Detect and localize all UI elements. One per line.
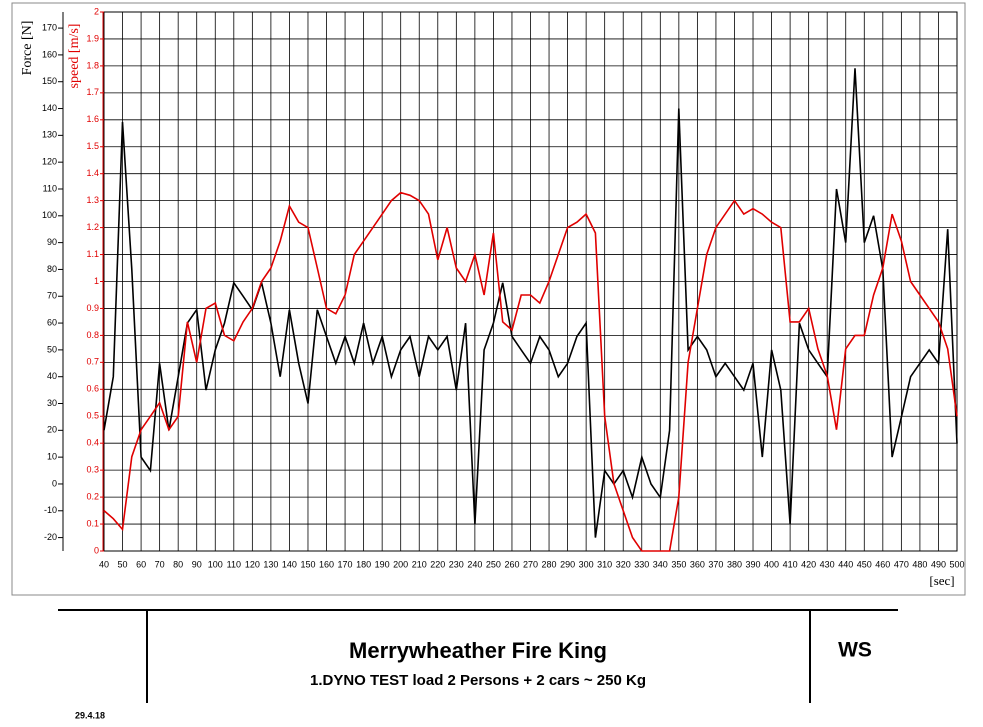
y-tick-label: -10 bbox=[44, 505, 57, 515]
x-tick-label: 440 bbox=[838, 559, 853, 569]
chart-frame bbox=[11, 2, 966, 596]
x-tick-label: 180 bbox=[356, 559, 371, 569]
y-tick-label: 90 bbox=[47, 237, 57, 247]
x-tick-label: 320 bbox=[616, 559, 631, 569]
y2-tick-label: 1.2 bbox=[86, 222, 99, 232]
y-tick-label: 70 bbox=[47, 291, 57, 301]
x-tick-label: 230 bbox=[449, 559, 464, 569]
x-tick-label: 250 bbox=[486, 559, 501, 569]
x-tick-label: 450 bbox=[857, 559, 872, 569]
y2-tick-label: 1 bbox=[94, 276, 99, 286]
subtitle: 1.DYNO TEST load 2 Persons + 2 cars ~ 25… bbox=[310, 672, 646, 689]
x-tick-label: 420 bbox=[801, 559, 816, 569]
x-axis-label: [sec] bbox=[929, 573, 954, 588]
y2-tick-label: 1.7 bbox=[86, 87, 99, 97]
y2-tick-label: 0 bbox=[94, 545, 99, 555]
x-tick-label: 370 bbox=[708, 559, 723, 569]
x-tick-label: 290 bbox=[560, 559, 575, 569]
x-tick-label: 150 bbox=[300, 559, 315, 569]
y-tick-label: 80 bbox=[47, 264, 57, 274]
x-tick-label: 400 bbox=[764, 559, 779, 569]
y-tick-label: 110 bbox=[43, 183, 57, 193]
x-tick-label: 270 bbox=[523, 559, 538, 569]
x-tick-label: 50 bbox=[118, 559, 128, 569]
x-tick-label: 200 bbox=[393, 559, 408, 569]
x-tick-label: 170 bbox=[338, 559, 353, 569]
y-tick-label: 150 bbox=[42, 76, 57, 86]
y-tick-label: 40 bbox=[47, 371, 57, 381]
x-tick-label: 360 bbox=[690, 559, 705, 569]
x-tick-label: 330 bbox=[634, 559, 649, 569]
y-tick-label: 130 bbox=[42, 130, 57, 140]
x-tick-label: 240 bbox=[467, 559, 482, 569]
y-tick-label: 160 bbox=[42, 49, 57, 59]
x-tick-label: 500 bbox=[949, 559, 964, 569]
y-tick-label: 0 bbox=[52, 478, 57, 488]
y2-tick-label: 0.4 bbox=[86, 438, 99, 448]
x-tick-label: 490 bbox=[931, 559, 946, 569]
y2-tick-label: 0.3 bbox=[86, 465, 99, 475]
title: Merrywheather Fire King bbox=[349, 638, 607, 663]
x-tick-label: 480 bbox=[912, 559, 927, 569]
x-tick-label: 80 bbox=[173, 559, 183, 569]
x-tick-label: 390 bbox=[746, 559, 761, 569]
y-tick-label: 170 bbox=[42, 22, 57, 32]
x-tick-label: 120 bbox=[245, 559, 260, 569]
x-tick-label: 430 bbox=[820, 559, 835, 569]
data-line bbox=[103, 68, 958, 538]
x-tick-label: 90 bbox=[192, 559, 202, 569]
x-tick-label: 60 bbox=[136, 559, 146, 569]
x-tick-label: 130 bbox=[263, 559, 278, 569]
x-tick-label: 160 bbox=[319, 559, 334, 569]
y2-tick-label: 1.9 bbox=[86, 33, 99, 43]
y2-tick-label: 1.5 bbox=[86, 141, 99, 151]
y-tick-label: 100 bbox=[42, 210, 57, 220]
x-tick-label: 300 bbox=[579, 559, 594, 569]
x-tick-label: 40 bbox=[99, 559, 109, 569]
x-tick-label: 460 bbox=[875, 559, 890, 569]
x-tick-label: 350 bbox=[671, 559, 686, 569]
y-tick-label: 120 bbox=[42, 157, 57, 167]
y-axis-label: Force [N] bbox=[20, 21, 35, 76]
y2-tick-label: 0.2 bbox=[86, 491, 99, 501]
y-tick-label: 140 bbox=[42, 103, 57, 113]
x-tick-label: 110 bbox=[227, 559, 241, 569]
y2-tick-label: 0.1 bbox=[86, 518, 99, 528]
y2-tick-label: 1.3 bbox=[86, 195, 99, 205]
data-line bbox=[103, 191, 958, 552]
x-tick-label: 280 bbox=[542, 559, 557, 569]
x-tick-label: 380 bbox=[727, 559, 742, 569]
x-tick-label: 210 bbox=[412, 559, 427, 569]
x-tick-label: 190 bbox=[375, 559, 390, 569]
y2-tick-label: 0.5 bbox=[86, 411, 99, 421]
y2-tick-label: 1.6 bbox=[86, 114, 99, 124]
y-tick-label: 50 bbox=[47, 344, 57, 354]
y2-tick-label: 0.6 bbox=[86, 384, 99, 394]
x-tick-label: 340 bbox=[653, 559, 668, 569]
y-tick-label: 60 bbox=[47, 317, 57, 327]
y2-tick-label: 2 bbox=[94, 6, 99, 16]
y2-axis-label: speed [m/s] bbox=[67, 24, 82, 89]
x-tick-label: 470 bbox=[894, 559, 909, 569]
y-tick-label: -20 bbox=[44, 532, 57, 542]
x-tick-label: 140 bbox=[282, 559, 297, 569]
x-tick-label: 70 bbox=[155, 559, 165, 569]
x-tick-label: 260 bbox=[504, 559, 519, 569]
y-tick-label: 30 bbox=[47, 398, 57, 408]
y2-tick-label: 1.8 bbox=[86, 60, 99, 70]
y-tick-label: 10 bbox=[47, 452, 57, 462]
y2-tick-label: 0.7 bbox=[86, 357, 99, 367]
y2-tick-label: 0.8 bbox=[86, 330, 99, 340]
code: WS bbox=[838, 639, 872, 662]
x-tick-label: 100 bbox=[208, 559, 223, 569]
y2-tick-label: 0.9 bbox=[86, 303, 99, 313]
date: 29.4.18 bbox=[75, 710, 105, 720]
y-tick-label: 20 bbox=[47, 425, 57, 435]
y2-tick-label: 1.1 bbox=[86, 249, 99, 259]
x-tick-label: 410 bbox=[783, 559, 798, 569]
x-tick-label: 310 bbox=[597, 559, 612, 569]
x-tick-label: 220 bbox=[430, 559, 445, 569]
y2-tick-label: 1.4 bbox=[86, 168, 99, 178]
